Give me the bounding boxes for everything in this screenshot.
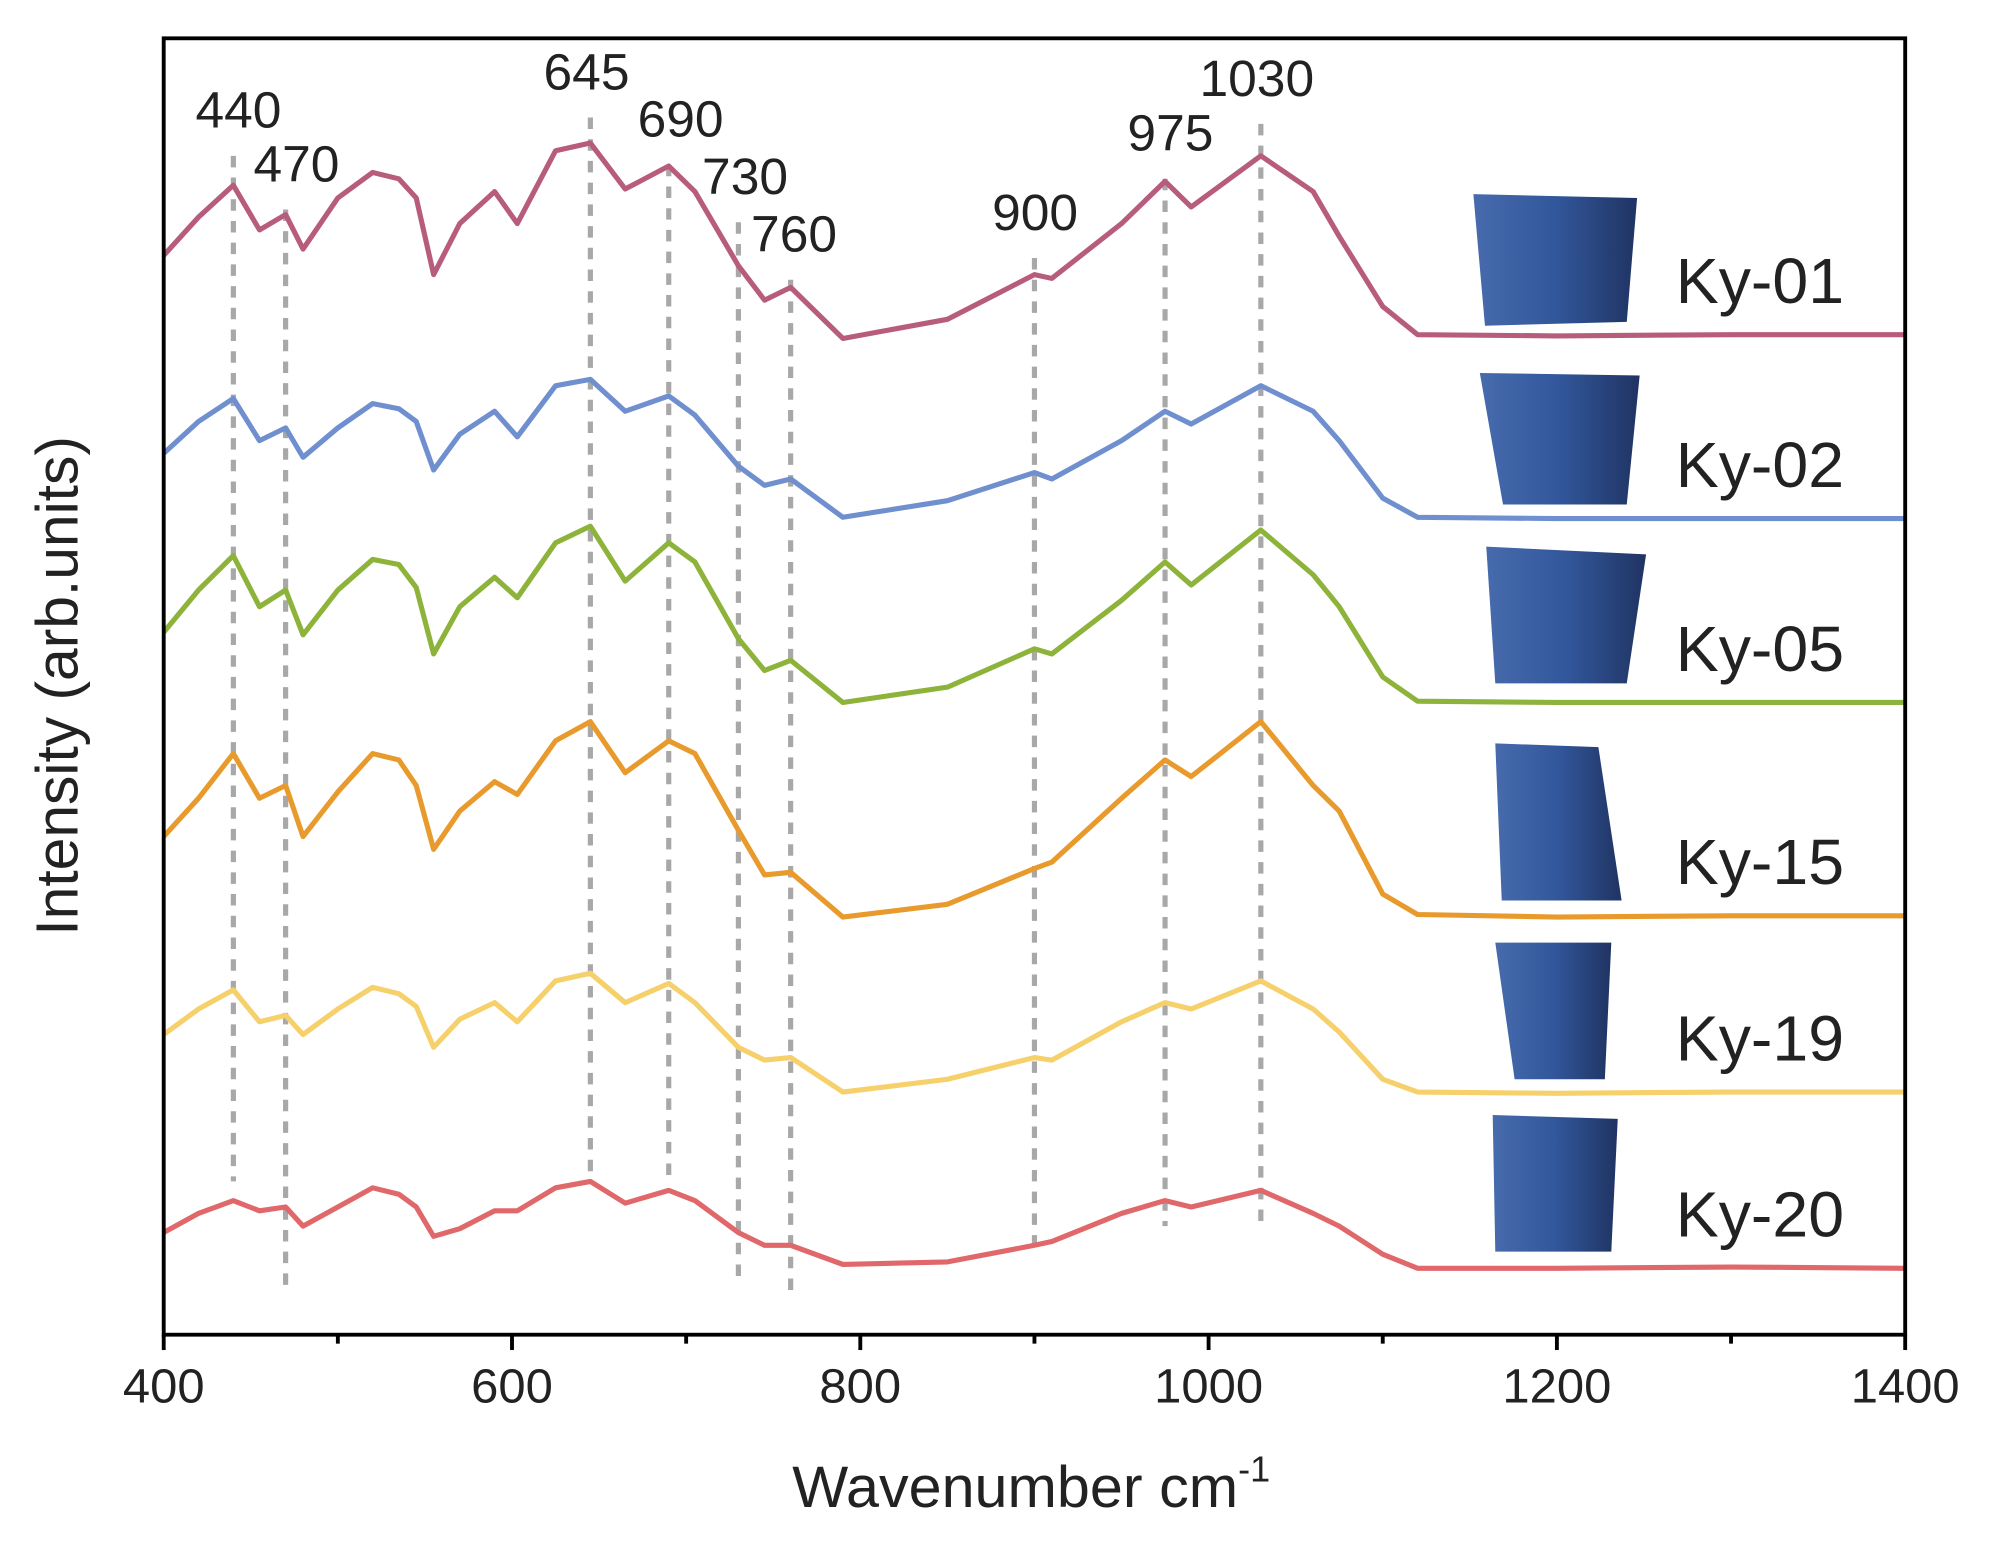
legend-label: Ky-01 — [1676, 245, 1844, 317]
peak-label: 1030 — [1199, 50, 1314, 107]
sample-photo — [1495, 942, 1612, 1080]
spectrum-line — [161, 719, 1906, 920]
peak-label: 645 — [544, 44, 630, 101]
peak-label: 975 — [1127, 105, 1213, 162]
sample-photo — [1492, 1115, 1618, 1252]
legend-label: Ky-02 — [1676, 429, 1844, 501]
x-tick-label: 400 — [123, 1360, 205, 1414]
peak-label: 470 — [253, 136, 339, 193]
sample-photo — [1486, 546, 1647, 684]
sample-photo — [1473, 194, 1638, 326]
peak-label: 690 — [638, 91, 724, 148]
legend-label: Ky-15 — [1676, 826, 1844, 898]
peak-label: 760 — [751, 206, 837, 263]
x-axis-label: Wavenumber cm-1 — [792, 1449, 1270, 1520]
legend-label: Ky-19 — [1676, 1003, 1844, 1075]
x-axis-label-sup: -1 — [1238, 1449, 1270, 1490]
spectrum-line — [161, 523, 1906, 706]
peak-label: 900 — [992, 184, 1078, 241]
x-axis-label-main: Wavenumber cm — [792, 1454, 1238, 1520]
legend-label: Ky-20 — [1676, 1179, 1844, 1251]
peak-label: 730 — [702, 148, 788, 205]
spectrum-line — [162, 1178, 1906, 1271]
spectrum-line — [162, 970, 1906, 1096]
x-tick-label: 1000 — [1154, 1360, 1263, 1414]
sample-photo — [1479, 372, 1640, 505]
x-tick-label: 600 — [471, 1360, 553, 1414]
legend-label: Ky-05 — [1676, 613, 1844, 685]
x-tick-label: 1400 — [1851, 1360, 1960, 1414]
spectrum-line — [161, 140, 1906, 342]
sample-photo — [1495, 743, 1622, 901]
spectrum-line — [161, 376, 1906, 522]
y-axis-label: Intensity (arb.units) — [24, 436, 90, 936]
peak-label: 440 — [195, 82, 281, 139]
x-tick-label: 1200 — [1502, 1360, 1611, 1414]
x-tick-label: 800 — [819, 1360, 901, 1414]
